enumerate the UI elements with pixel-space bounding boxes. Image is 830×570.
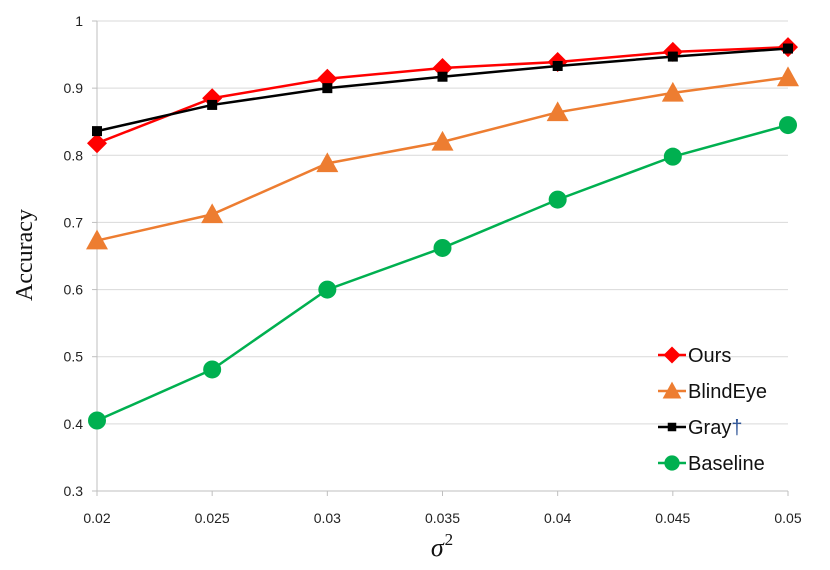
legend-marker-ours [663,346,681,364]
y-tick-label: 0.8 [64,147,84,163]
legend-label: Ours [688,345,731,367]
y-tick-label: 0.3 [64,483,84,499]
data-point-gray [437,71,448,82]
data-point-blindeye [316,152,339,173]
legend-item-ours: Ours [658,345,731,367]
series-gray [92,43,793,137]
legend-marker-gray [667,422,677,432]
data-point-gray [667,51,678,62]
data-point-blindeye [661,81,684,102]
data-point-baseline [88,411,106,430]
series-baseline [88,116,797,430]
y-tick-label: 0.7 [64,214,84,230]
legend-label: BlindEye [688,381,767,403]
x-tick-label: 0.05 [774,510,801,526]
data-point-baseline [548,190,567,209]
data-point-baseline [318,280,337,299]
legend: Ours BlindEye Gray† Baseline [658,345,767,475]
data-point-baseline [663,147,682,166]
x-axis-label-base: σ [431,533,445,562]
legend-item-baseline: Baseline [658,453,765,475]
data-point-ours [87,133,107,154]
x-tick-label: 0.04 [544,510,571,526]
series-layer [86,37,799,430]
legend-item-gray: Gray† [658,417,742,439]
x-tick-label: 0.03 [314,510,341,526]
y-tick-label: 1 [75,13,83,29]
y-tick-label: 0.4 [64,416,84,432]
y-tick-label: 0.5 [64,349,84,365]
data-point-baseline [779,116,797,135]
y-tick-label: 0.9 [64,80,84,96]
data-point-gray [92,126,102,137]
x-axis-label-superscript: 2 [445,530,454,549]
x-tick-label: 0.025 [195,510,230,526]
y-axis-ticks: 0.3 0.4 0.5 0.6 0.7 0.8 0.9 1 [64,13,97,499]
data-point-blindeye [777,66,799,87]
x-tick-label: 0.035 [425,510,460,526]
y-tick-label: 0.6 [64,282,84,298]
data-point-blindeye [546,101,569,122]
legend-label: Gray† [688,417,742,439]
data-point-gray [552,60,563,71]
legend-label: Baseline [688,453,765,475]
data-point-gray [322,83,333,94]
x-tick-label: 0.045 [655,510,690,526]
data-point-blindeye [431,130,454,151]
series-blindeye [86,66,799,250]
series-line-baseline [96,123,789,422]
legend-marker-blindeye [662,381,682,399]
data-point-baseline [203,360,222,379]
x-axis-label: σ2 [431,530,453,562]
legend-item-blindeye: BlindEye [658,381,767,403]
y-axis-label: Accuracy [12,209,38,301]
data-point-blindeye [86,229,108,250]
x-axis-ticks: 0.02 0.025 0.03 0.035 0.04 0.045 0.05 [83,491,802,526]
x-tick-label: 0.02 [83,510,110,526]
legend-marker-baseline [664,455,680,471]
data-point-baseline [433,238,452,257]
data-point-blindeye [201,203,224,224]
data-point-gray [783,43,793,54]
data-point-gray [207,99,218,110]
